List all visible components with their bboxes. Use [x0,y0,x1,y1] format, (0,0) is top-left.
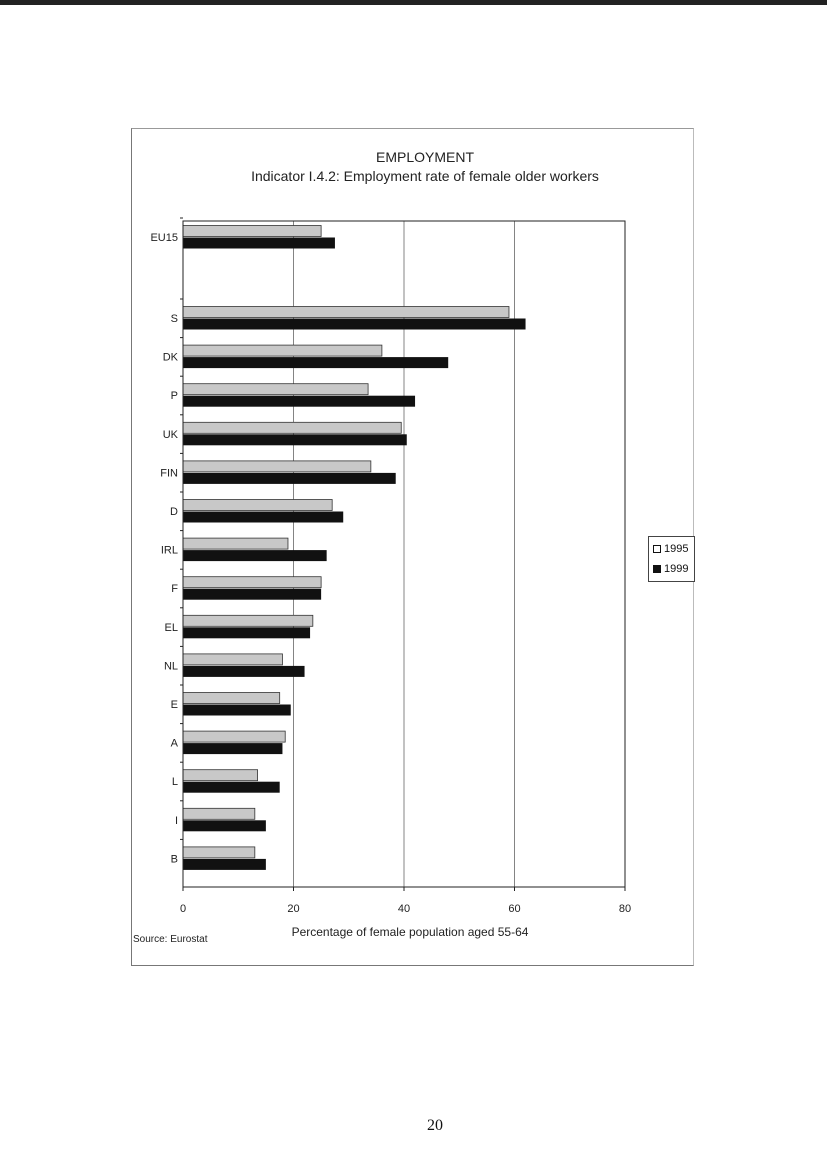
category-label-B: B [171,853,178,865]
bar-1999-B [183,858,266,870]
category-label-EU15: EU15 [150,232,178,244]
bar-1999-DK [183,357,449,369]
plot-border [182,220,626,888]
bar-1999-EU15 [183,237,335,249]
category-label-UK: UK [163,429,179,441]
category-label-P: P [171,390,178,402]
bar-1995-S [182,306,510,318]
category-label-I: I [175,815,178,827]
bars [182,225,526,870]
category-labels: EU15 S DK P UK FIN D IRL F EL NL E A L I B [150,217,183,865]
legend-label-1999: 1999 [664,563,689,575]
bar-1999-P [183,395,416,407]
category-label-FIN: FIN [160,467,178,479]
legend-item-1999: 1999 [653,562,688,576]
bar-1999-F [183,588,322,600]
bar-1995-DK [182,344,383,357]
bar-1999-IRL [183,550,327,562]
legend-swatch-1995 [653,545,661,553]
bar-1995-F [182,576,322,589]
bar-1995-I [182,807,256,820]
bar-1999-NL [183,665,305,677]
bar-1995-B [182,846,256,859]
bar-1995-L [182,769,258,782]
category-label-D: D [170,506,178,518]
category-label-IRL: IRL [161,545,178,557]
x-tick-label-80: 80 [619,903,631,915]
chart-title: EMPLOYMENT [375,149,474,165]
category-label-NL: NL [164,660,178,672]
bar-1999-EL [183,627,311,639]
bar-1995-D [182,499,333,511]
category-label-E: E [171,699,178,711]
legend: 1995 1999 [648,536,695,582]
category-label-L: L [172,776,178,788]
bar-1999-S [183,318,526,330]
x-tick-labels: 0 20 40 60 80 [180,903,631,915]
source-note: Source: Eurostat [133,934,208,945]
x-tick-label-20: 20 [287,903,299,915]
category-label-EL: EL [165,622,178,634]
bar-1995-P [182,383,369,396]
page-number: 20 [427,1117,443,1134]
category-label-S: S [171,313,178,325]
x-tick-label-60: 60 [508,903,520,915]
category-label-DK: DK [163,352,179,364]
bar-1999-L [183,781,280,793]
bar-1999-I [183,820,266,832]
chart-subtitle: Indicator I.4.2: Employment rate of fema… [251,168,599,184]
bar-1995-IRL [182,537,289,550]
bar-1999-A [183,743,283,755]
bar-1999-D [183,511,344,523]
bar-1995-EU15 [182,225,322,237]
bar-1995-FIN [182,460,372,473]
legend-item-1995: 1995 [653,542,688,556]
legend-label-1995: 1995 [664,543,689,555]
category-label-A: A [171,738,179,750]
bar-1995-EL [182,614,314,627]
bar-1999-E [183,704,291,716]
top-rule [0,0,827,5]
x-tick-label-0: 0 [180,903,186,915]
bar-1999-UK [183,434,407,446]
bar-1995-A [182,730,286,743]
category-label-F: F [171,583,178,595]
legend-swatch-1999 [653,565,661,573]
bar-1995-E [182,692,281,704]
x-tick-label-40: 40 [398,903,410,915]
bar-1995-UK [182,421,402,434]
bar-1995-NL [182,653,283,666]
bar-1999-FIN [183,472,396,484]
x-axis-label: Percentage of female population aged 55-… [291,925,529,939]
